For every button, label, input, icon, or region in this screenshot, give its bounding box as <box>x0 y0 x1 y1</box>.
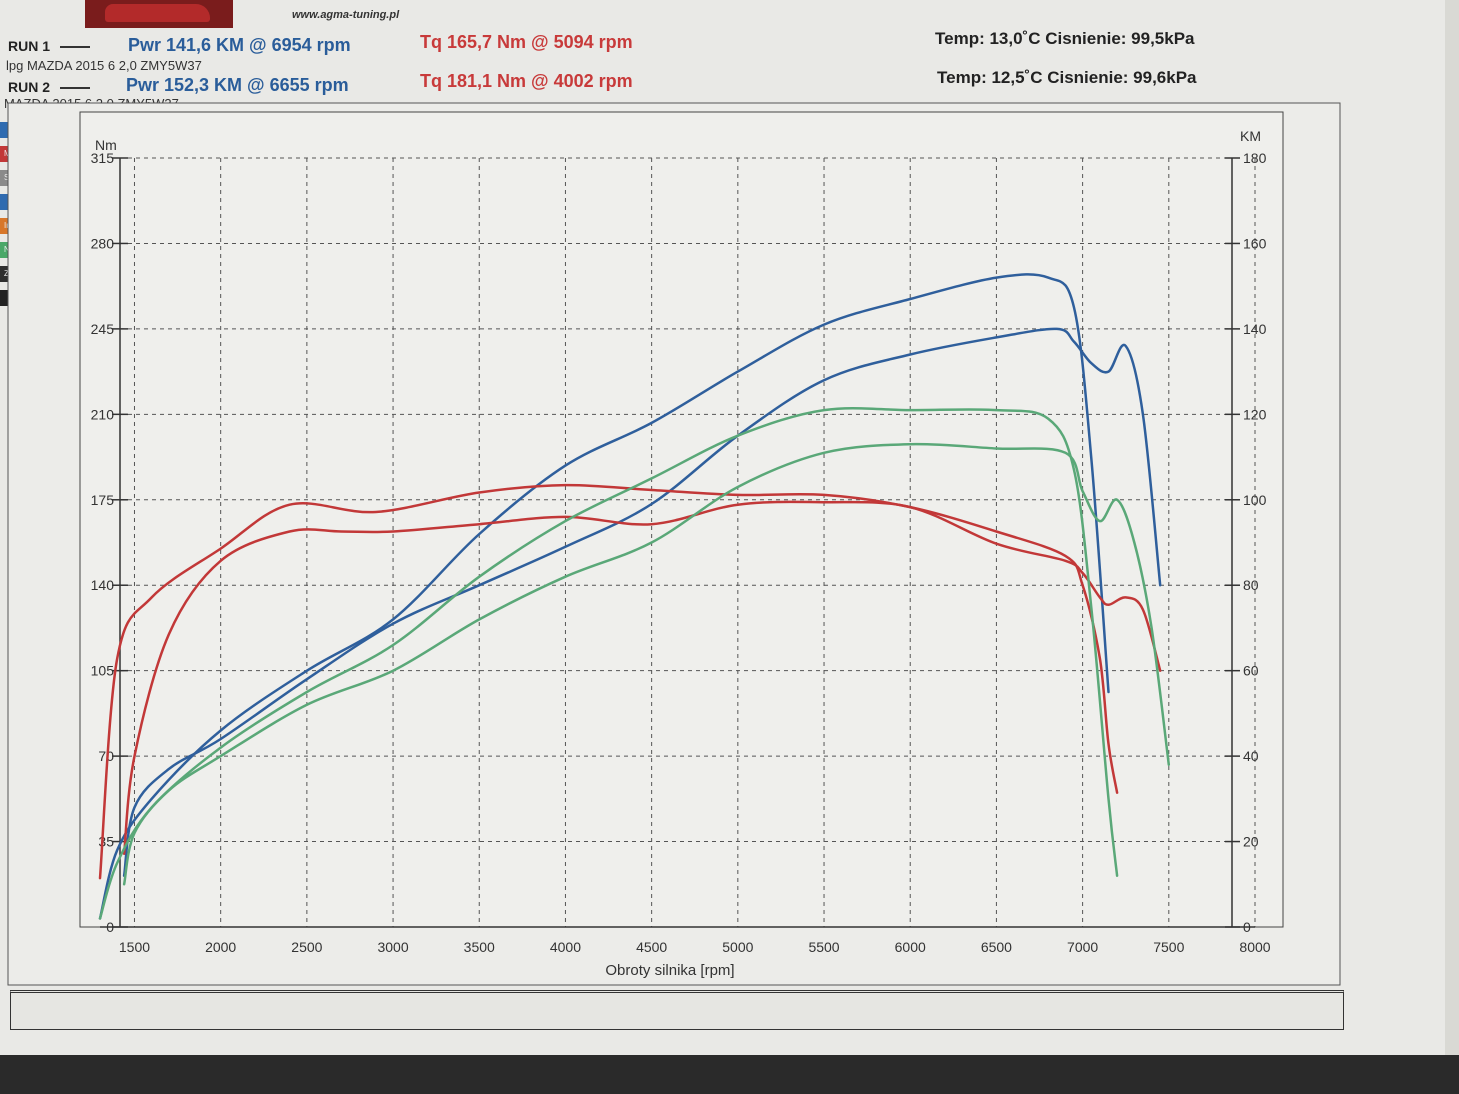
y2-tick-label: 60 <box>1243 663 1259 679</box>
x-tick-label: 5000 <box>722 939 753 955</box>
company-url: www.agma-tuning.pl <box>292 9 400 21</box>
series-line <box>98 483 1119 880</box>
y2-tick-label: 40 <box>1243 748 1259 764</box>
y-tick-label: 210 <box>91 406 115 422</box>
y-tick-label: 0 <box>106 919 114 935</box>
run2-power: Pwr 152,3 KM @ 6655 rpm <box>126 75 349 95</box>
y-tick-label: 315 <box>91 150 115 166</box>
series-line <box>98 273 1110 920</box>
x-tick-label: 3000 <box>377 939 408 955</box>
company-logo <box>85 0 233 28</box>
series-line <box>122 327 1162 877</box>
run1-summary: RUN 1 <box>8 38 96 56</box>
series-line <box>122 500 1162 856</box>
x-axis-title: Obroty silnika [rpm] <box>605 962 734 979</box>
y2-tick-label: 80 <box>1243 577 1259 593</box>
y2-axis-title: KM <box>1240 128 1261 144</box>
run2-label: RUN 2 <box>8 79 51 95</box>
x-tick-label: 3500 <box>464 939 495 955</box>
x-tick-label: 5500 <box>808 939 839 955</box>
y2-tick-label: 20 <box>1243 834 1259 850</box>
x-tick-label: 6000 <box>895 939 926 955</box>
y-tick-label: 140 <box>91 577 115 593</box>
run1-power: Pwr 141,6 KM @ 6954 rpm <box>128 35 351 55</box>
series-line <box>98 406 1119 920</box>
run1-conditions: Temp: 13,0˚C Cisnienie: 99,5kPa <box>935 29 1195 48</box>
x-tick-label: 4000 <box>550 939 581 955</box>
run2-line-sample <box>60 86 91 89</box>
run2-summary: RUN 2 <box>8 79 96 97</box>
run1-label: RUN 1 <box>8 38 51 54</box>
table-edge <box>0 1055 1459 1094</box>
x-tick-label: 1500 <box>119 939 150 955</box>
run1-vehicle: lpg MAZDA 2015 6 2,0 ZMY5W37 <box>6 58 202 73</box>
x-tick-label: 2500 <box>291 939 322 955</box>
x-tick-label: 8000 <box>1239 939 1270 955</box>
series-line <box>122 442 1171 886</box>
y2-tick-label: 140 <box>1243 321 1267 337</box>
x-tick-label: 4500 <box>636 939 667 955</box>
y2-tick-label: 100 <box>1243 492 1267 508</box>
run1-torque: Tq 165,7 Nm @ 5094 rpm <box>420 32 633 52</box>
x-tick-label: 2000 <box>205 939 236 955</box>
x-tick-label: 6500 <box>981 939 1012 955</box>
y-tick-label: 280 <box>91 235 115 251</box>
y-tick-label: 175 <box>91 492 115 508</box>
run2-torque: Tq 181,1 Nm @ 4002 rpm <box>420 71 633 91</box>
x-tick-label: 7000 <box>1067 939 1098 955</box>
y-axis-title: Nm <box>95 137 117 153</box>
y-tick-label: 245 <box>91 321 115 337</box>
x-tick-label: 7500 <box>1153 939 1184 955</box>
y2-tick-label: 160 <box>1243 235 1267 251</box>
y-tick-label: 105 <box>91 663 115 679</box>
y2-tick-label: 180 <box>1243 150 1267 166</box>
y-tick-label: 70 <box>98 748 114 764</box>
run2-conditions: Temp: 12,5˚C Cisnienie: 99,6kPa <box>937 68 1197 87</box>
footer-box <box>10 990 1344 1030</box>
y2-tick-label: 120 <box>1243 406 1267 422</box>
y2-tick-label: 0 <box>1243 919 1251 935</box>
run1-line-sample <box>60 45 91 48</box>
